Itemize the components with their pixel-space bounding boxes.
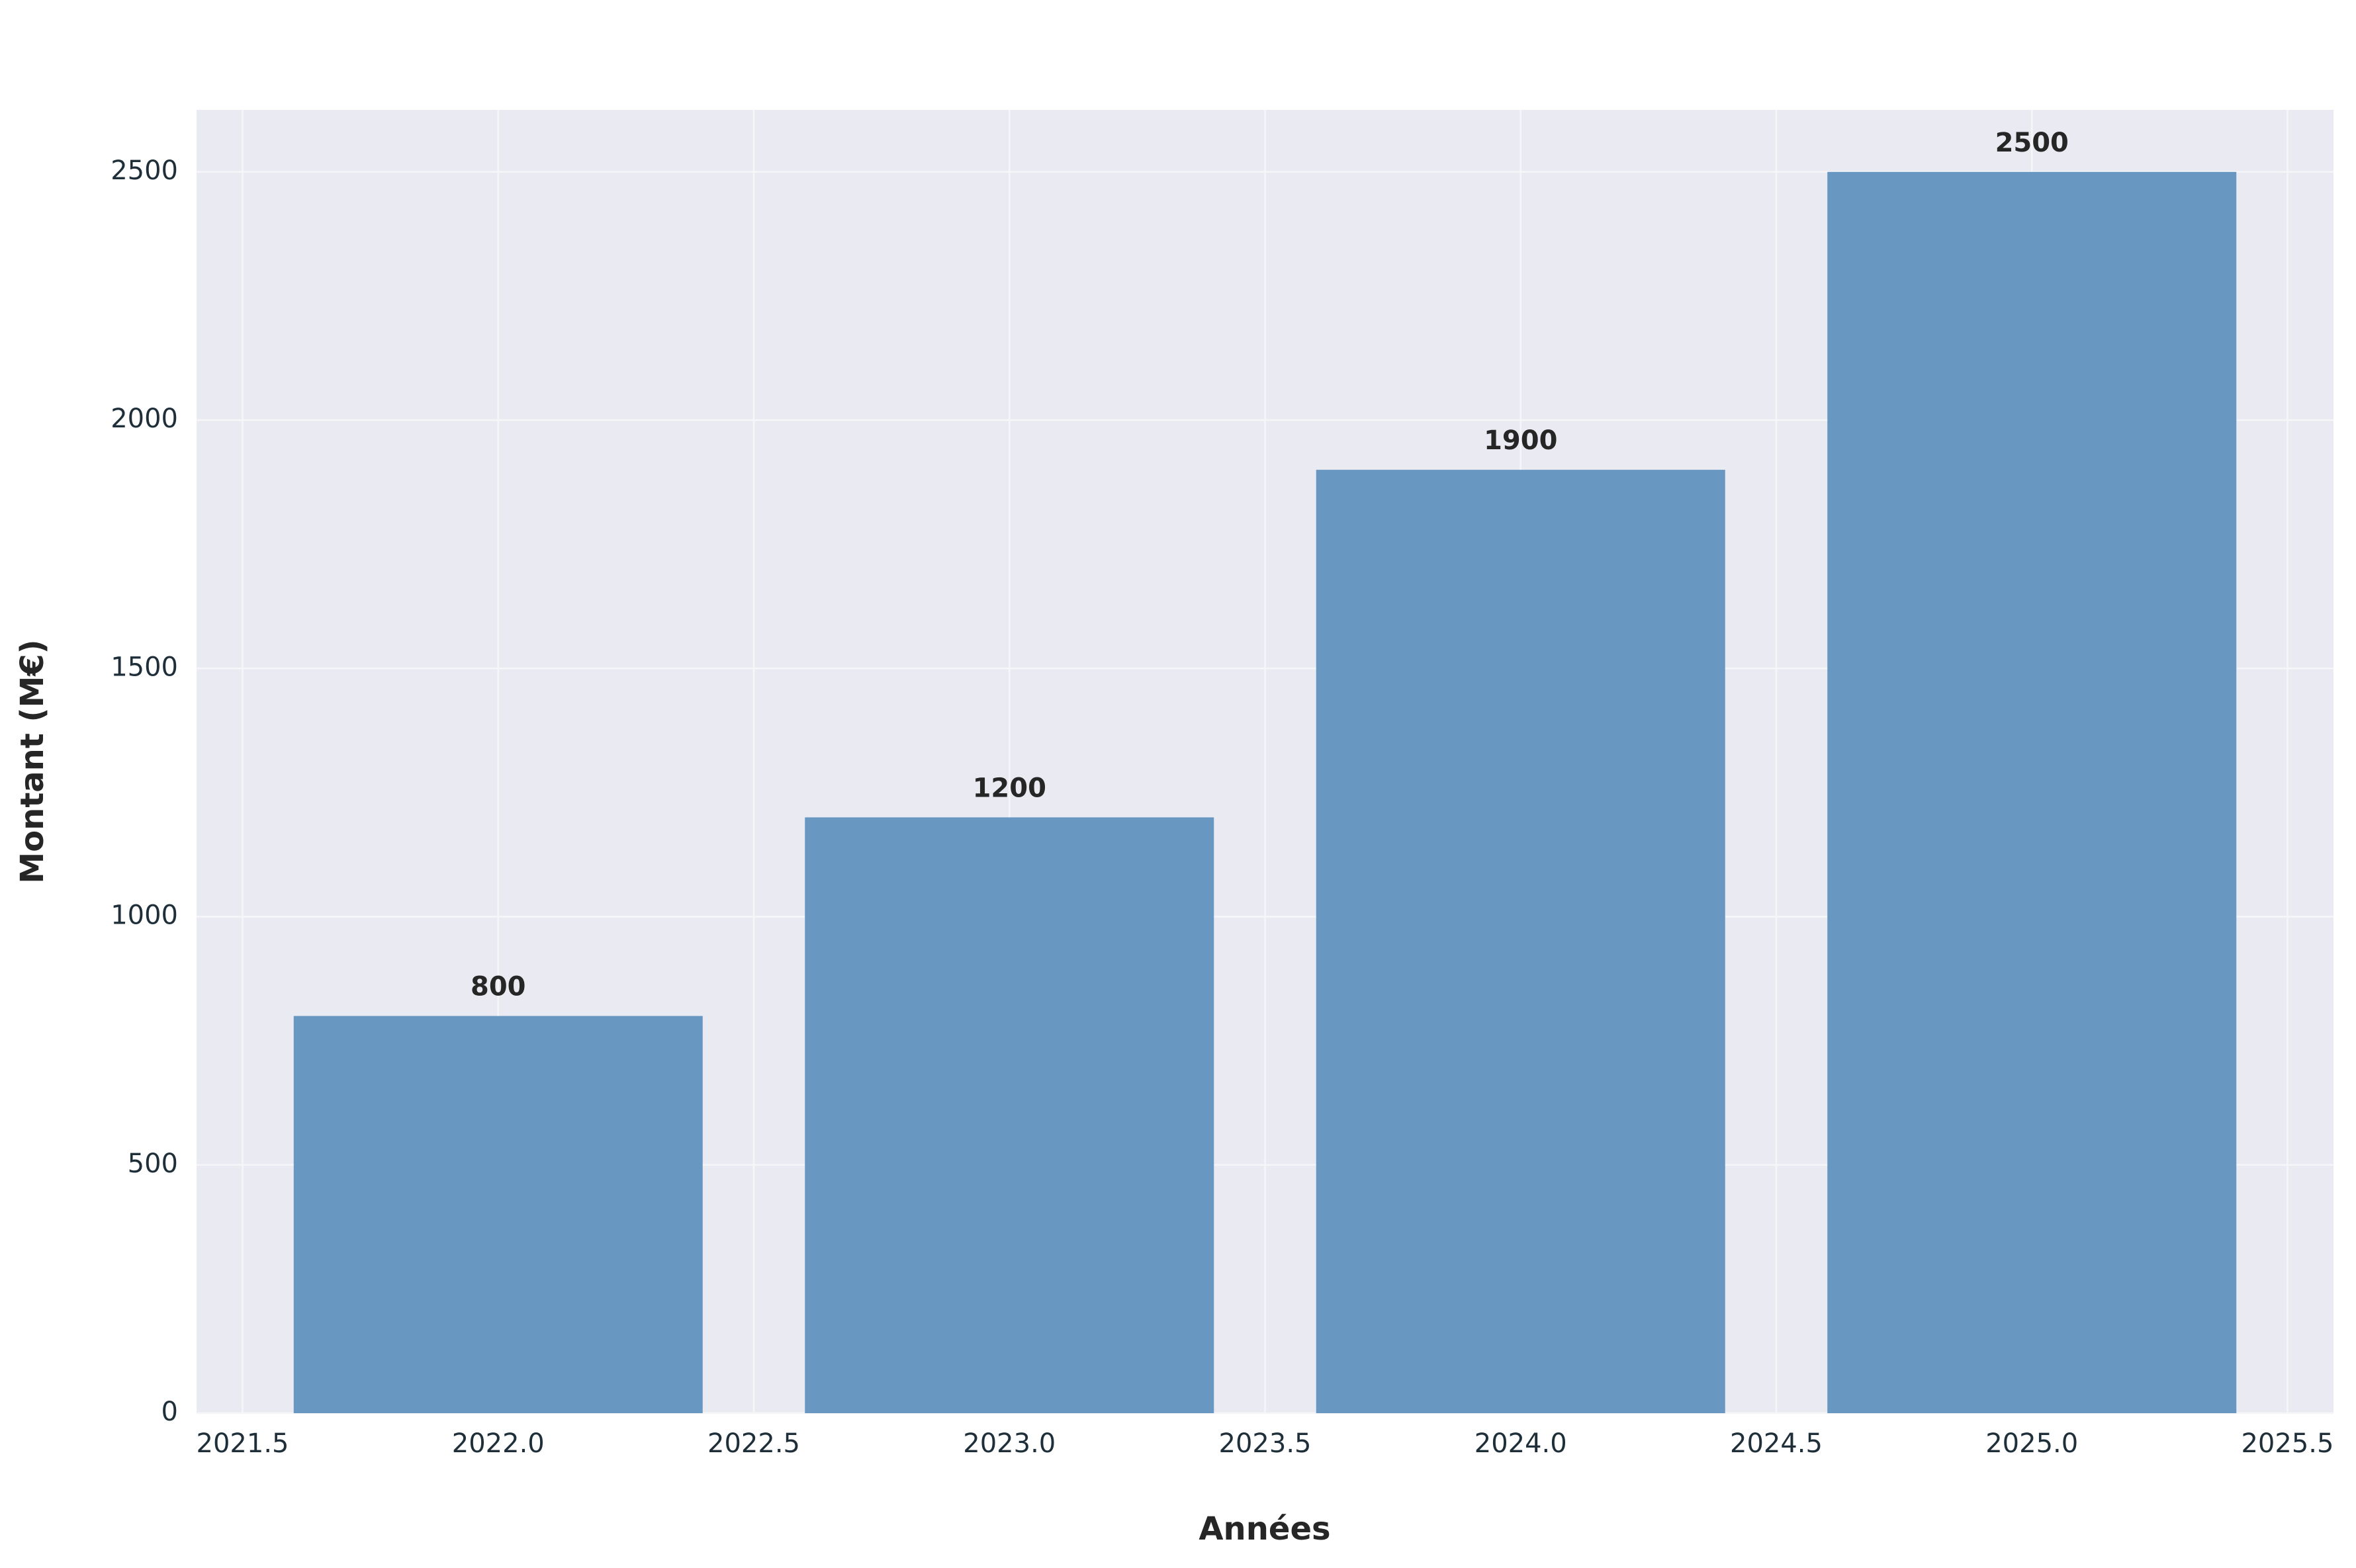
bar	[293, 1016, 703, 1413]
value-label: 2500	[1995, 128, 2069, 158]
y-tick-label: 500	[128, 1149, 178, 1179]
y-axis-title: Montant (M€)	[14, 639, 51, 883]
x-tick-label: 2025.0	[1985, 1428, 2078, 1459]
x-tick-label: 2023.5	[1219, 1428, 1312, 1459]
x-tick-label: 2022.0	[452, 1428, 545, 1459]
x-tick-label: 2021.5	[197, 1428, 289, 1459]
x-tick-label: 2023.0	[963, 1428, 1056, 1459]
bar	[805, 817, 1214, 1413]
bar	[1316, 470, 1725, 1413]
value-label: 1200	[973, 773, 1046, 803]
x-tick-label: 2024.0	[1474, 1428, 1567, 1459]
value-label: 1900	[1484, 425, 1557, 456]
x-tick-label: 2024.5	[1730, 1428, 1823, 1459]
x-axis-title: Années	[1199, 1510, 1330, 1547]
x-tick-label: 2022.5	[707, 1428, 800, 1459]
value-label: 800	[471, 972, 526, 1002]
y-tick-label: 1500	[111, 652, 178, 682]
bar	[1827, 171, 2237, 1413]
x-tick-label: 2025.5	[2241, 1428, 2333, 1459]
y-tick-label: 2000	[111, 404, 178, 434]
y-tick-label: 0	[161, 1397, 178, 1427]
y-tick-label: 2500	[111, 155, 178, 186]
y-tick-label: 1000	[111, 900, 178, 931]
